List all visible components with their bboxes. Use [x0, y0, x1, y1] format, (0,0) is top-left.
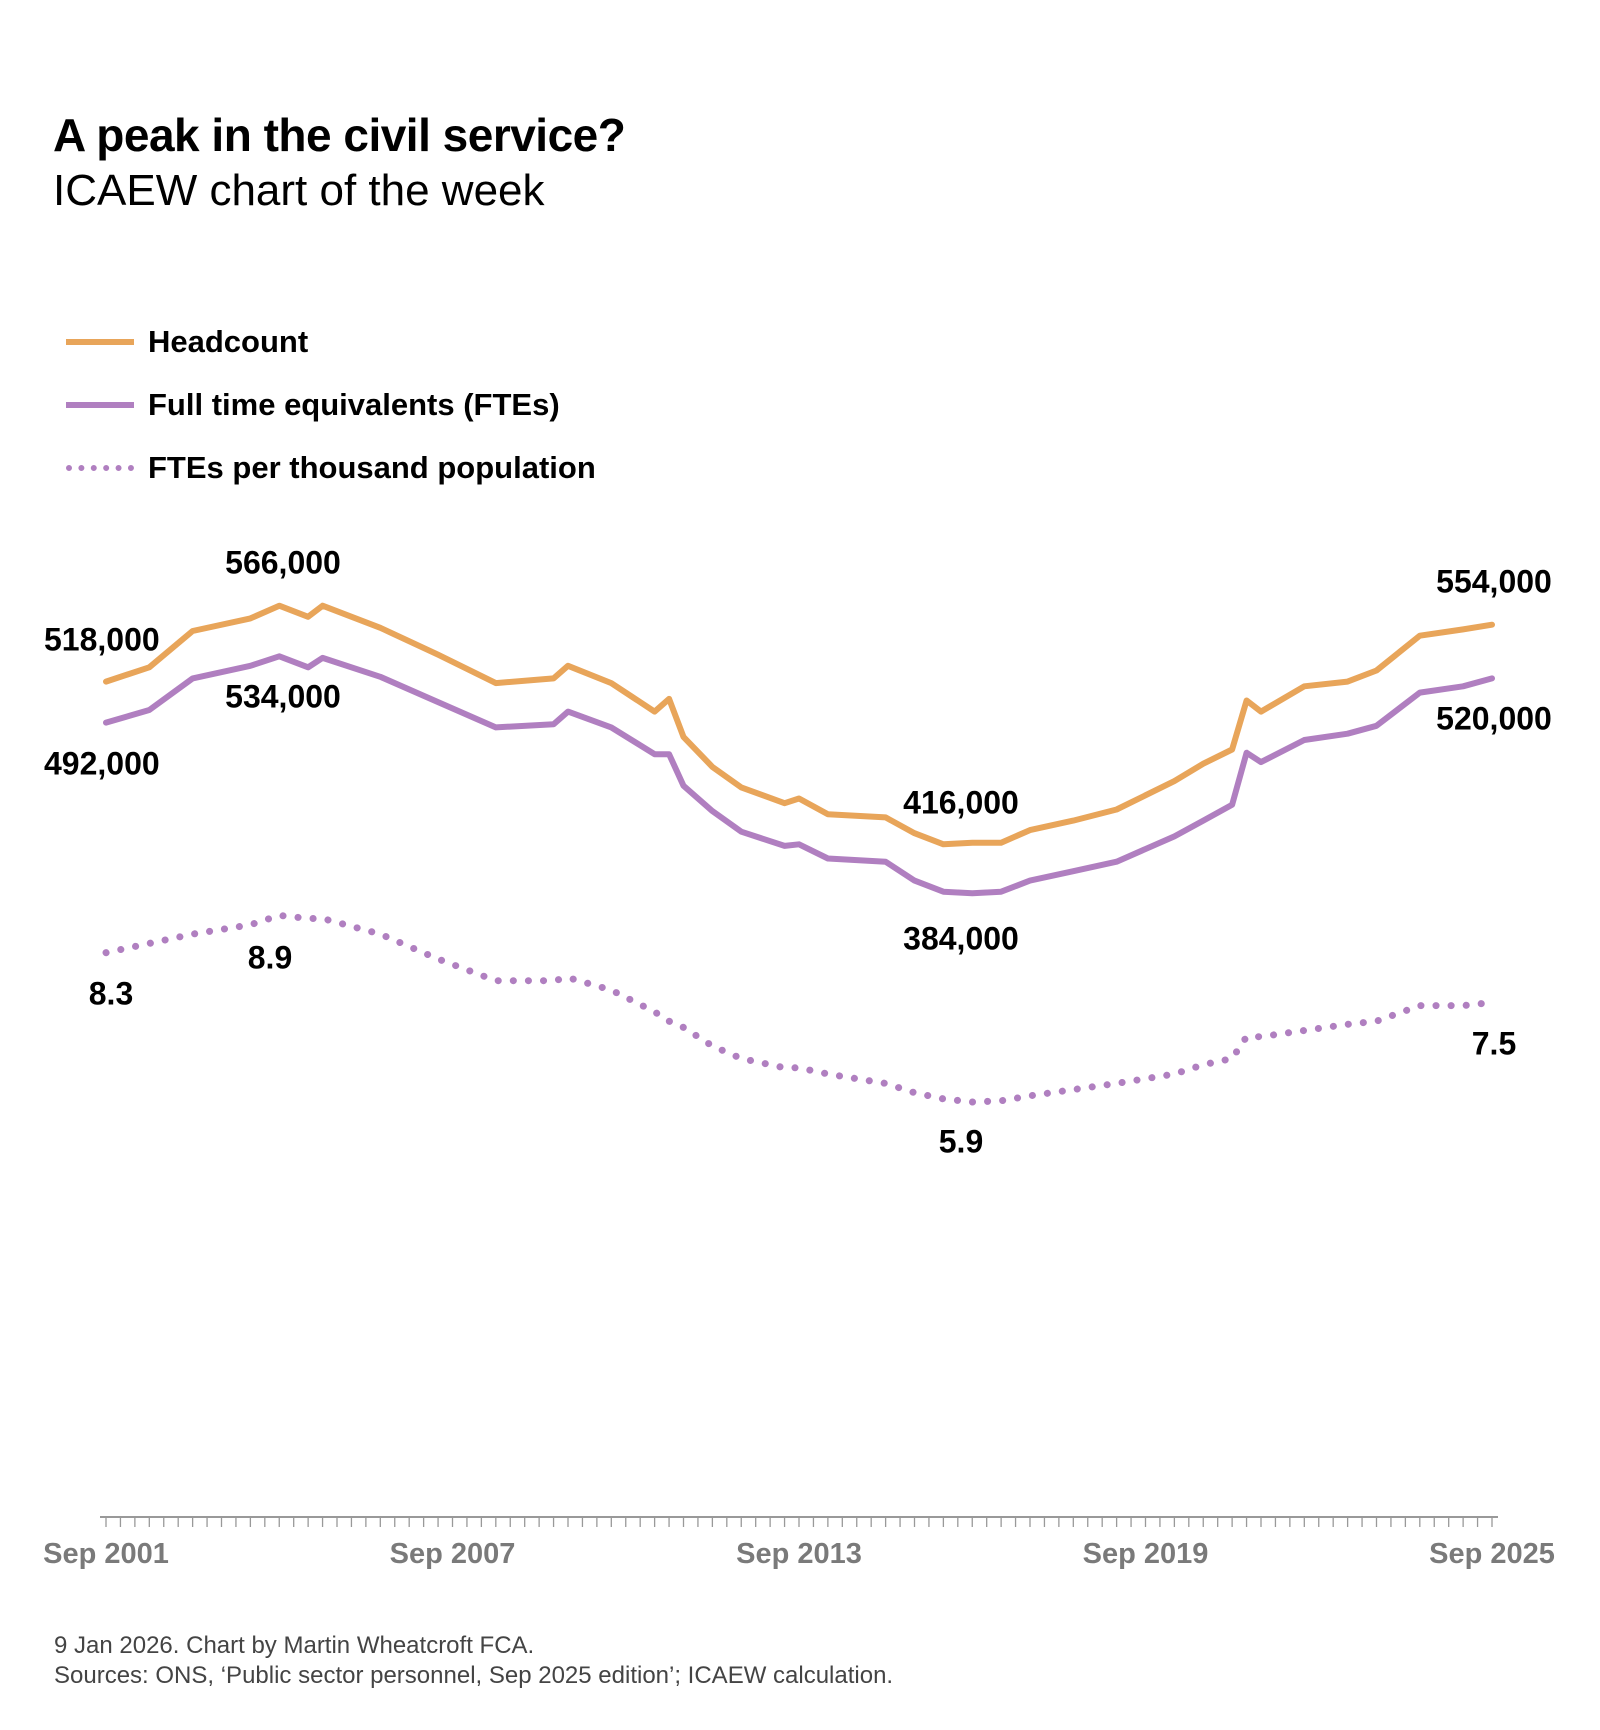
x-tick-label: Sep 2013 — [736, 1538, 862, 1570]
data-label: 534,000 — [225, 678, 341, 715]
chart-title: A peak in the civil service? — [53, 109, 626, 161]
data-label: 8.3 — [88, 975, 134, 1012]
data-label: 554,000 — [1436, 563, 1552, 600]
series-line-fte — [103, 653, 1495, 897]
legend-item-headcount: Headcount — [66, 310, 596, 373]
data-label: 566,000 — [225, 544, 341, 581]
data-label: 5.9 — [938, 1123, 984, 1160]
legend-item-fte: Full time equivalents (FTEs) — [66, 373, 596, 436]
footer-credit: 9 Jan 2026. Chart by Martin Wheatcroft F… — [54, 1632, 535, 1659]
series-line-fte-per-thousand — [102, 911, 1496, 1106]
series-line-headcount — [103, 602, 1495, 848]
x-tick-label: Sep 2025 — [1429, 1538, 1555, 1570]
legend-swatch-fte — [66, 401, 134, 408]
data-label: 416,000 — [903, 784, 1019, 821]
legend-label: Full time equivalents (FTEs) — [148, 386, 560, 422]
x-tick-label: Sep 2019 — [1082, 1538, 1209, 1570]
legend-item-fte-per-thousand: FTEs per thousand population — [66, 436, 596, 499]
data-label: 7.5 — [1471, 1025, 1517, 1062]
data-label: 384,000 — [903, 920, 1019, 957]
chart-subtitle: ICAEW chart of the week — [53, 166, 545, 215]
x-tick-label: Sep 2001 — [43, 1538, 169, 1570]
data-label: 492,000 — [44, 745, 160, 782]
data-label: 520,000 — [1436, 700, 1552, 737]
legend-swatch-fte-per-thousand — [66, 464, 134, 471]
data-label: 8.9 — [247, 939, 293, 976]
legend-swatch-headcount — [66, 338, 134, 345]
legend-label: Headcount — [148, 323, 309, 359]
legend-label: FTEs per thousand population — [148, 449, 596, 485]
data-label: 518,000 — [44, 621, 160, 658]
footer-sources: Sources: ONS, ‘Public sector personnel, … — [54, 1662, 894, 1689]
legend: Headcount Full time equivalents (FTEs) F… — [66, 310, 596, 499]
x-tick-label: Sep 2007 — [389, 1538, 516, 1570]
